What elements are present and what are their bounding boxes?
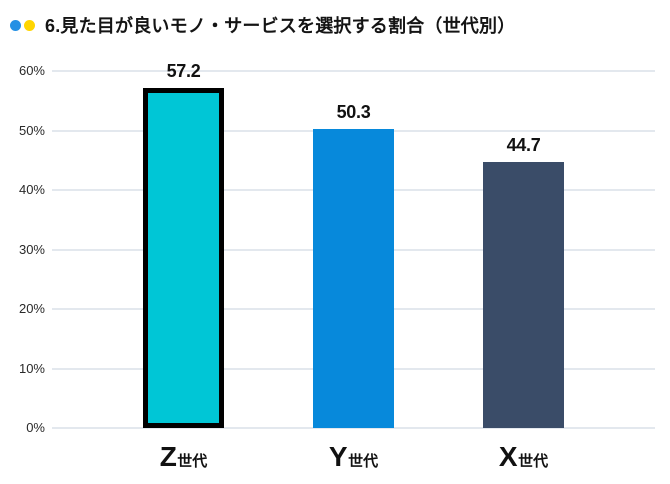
bar-X世代 (483, 162, 564, 428)
yellow-bullet-icon (24, 19, 35, 31)
x-axis-category-label: Z世代 (99, 441, 269, 473)
category-suffix: 世代 (518, 453, 549, 470)
chart-header: 6.見た目が良いモノ・サービスを選択する割合（世代別） (10, 13, 515, 37)
y-axis-tick-label: 20% (18, 301, 45, 316)
x-axis-category-label: X世代 (439, 441, 609, 473)
gridline-0% (52, 427, 655, 429)
bar-value-label: 50.3 (336, 101, 371, 122)
gridline-60% (52, 70, 655, 72)
category-letter: Y (328, 441, 348, 472)
blue-bullet-icon (10, 19, 21, 31)
category-suffix: 世代 (348, 453, 379, 470)
category-letter: X (498, 441, 518, 472)
bar-value-label: 57.2 (166, 60, 201, 81)
y-axis-tick-label: 50% (18, 122, 45, 138)
x-axis-category-label: Y世代 (269, 441, 439, 473)
chart-title: 6.見た目が良いモノ・サービスを選択する割合（世代別） (45, 16, 516, 36)
y-axis-tick-label: 30% (18, 241, 45, 257)
bar-Z世代 (143, 87, 224, 428)
y-axis-tick-label: 0% (26, 420, 45, 435)
category-letter: Z (159, 441, 177, 472)
bar-value-label: 44.7 (506, 135, 541, 156)
y-axis-tick-label: 60% (18, 63, 45, 78)
y-axis-tick-label: 40% (18, 182, 45, 197)
y-axis-tick-label: 10% (18, 360, 45, 376)
bar-Y世代 (313, 128, 394, 428)
category-suffix: 世代 (177, 453, 208, 470)
